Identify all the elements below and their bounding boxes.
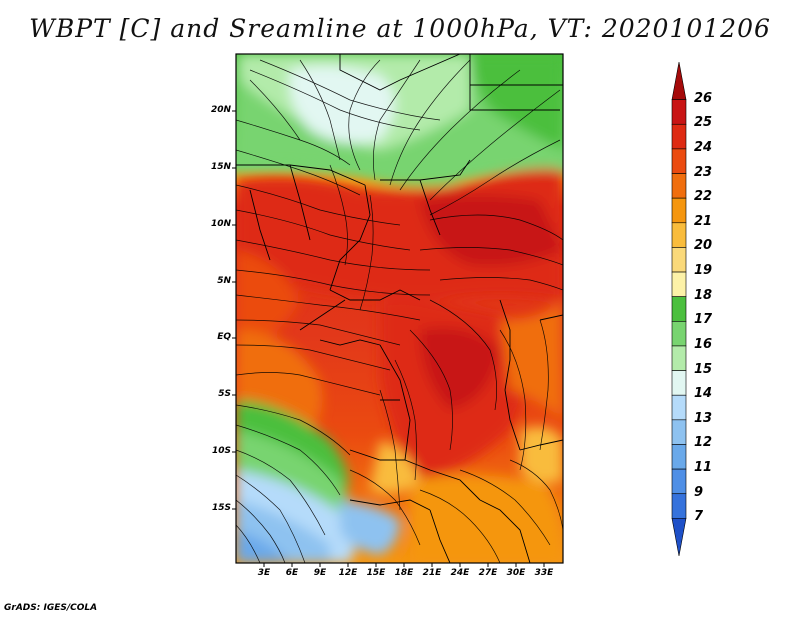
colorbar-label: 15 (694, 361, 713, 377)
colorbar-swatch (671, 493, 687, 519)
lat-label: 20N (210, 105, 231, 115)
colorbar-label: 9 (694, 484, 704, 500)
lon-label: 18E (394, 568, 414, 578)
colorbar-swatch (671, 197, 687, 224)
map-frame (235, 53, 564, 564)
lon-label: 6E (285, 568, 299, 578)
colorbar-label: 20 (694, 238, 713, 254)
lon-label: 27E (478, 568, 498, 578)
colorbar-label: 7 (694, 509, 704, 525)
colorbar-label: 19 (694, 263, 713, 279)
colorbar-swatch (671, 394, 687, 421)
lon-label: 9E (313, 568, 327, 578)
colorbar-label: 25 (694, 115, 713, 131)
lat-label: 10S (211, 446, 231, 456)
colorbar-label: 24 (694, 139, 713, 155)
lon-label: 12E (338, 568, 358, 578)
lon-label: 21E (422, 568, 442, 578)
colorbar-swatch (671, 173, 687, 199)
colorbar-label: 22 (694, 189, 713, 205)
colorbar-swatch (671, 518, 687, 557)
colorbar-swatch (671, 61, 687, 100)
colorbar-label: 16 (694, 336, 713, 352)
colorbar-swatch (671, 419, 687, 445)
colorbar-swatch (671, 370, 687, 396)
colorbar-swatch (671, 296, 687, 322)
colorbar-swatch (671, 222, 687, 248)
colorbar (671, 61, 687, 557)
lon-label: 30E (506, 568, 526, 578)
colorbar-label: 17 (694, 312, 713, 328)
colorbar-label: 23 (694, 164, 713, 180)
axis-ticks (232, 110, 545, 567)
colorbar-swatch (671, 123, 687, 150)
lat-label: 10N (210, 219, 231, 229)
colorbar-swatch (671, 247, 687, 273)
streamlines (236, 59, 563, 563)
country-borders (236, 54, 563, 563)
grads-credit: GrADS: IGES/COLA (4, 603, 98, 613)
lon-label: 15E (366, 568, 386, 578)
colorbar-label: 13 (694, 410, 713, 426)
colorbar-swatch (671, 321, 687, 347)
temperature-field (236, 54, 563, 563)
lon-label: 3E (257, 568, 271, 578)
map-title: WBPT [C] and Sreamline at 1000hPa, VT: 2… (29, 14, 771, 43)
lon-label: 33E (534, 568, 554, 578)
colorbar-label: 18 (694, 287, 713, 303)
lat-label: 15S (211, 503, 231, 513)
colorbar-label: 21 (694, 213, 713, 229)
lon-label: 24E (450, 568, 470, 578)
colorbar-swatch (671, 345, 687, 371)
colorbar-swatch (671, 148, 687, 174)
lat-label: 5N (217, 276, 231, 286)
colorbar-label: 12 (694, 435, 713, 451)
lat-label: EQ (217, 332, 231, 342)
colorbar-label: 11 (694, 460, 713, 476)
lat-label: 5S (218, 389, 231, 399)
colorbar-swatch (671, 99, 687, 125)
colorbar-label: 14 (694, 386, 713, 402)
colorbar-label: 26 (694, 90, 713, 106)
colorbar-swatch (671, 271, 687, 297)
colorbar-swatch (671, 444, 687, 470)
lat-label: 15N (210, 162, 231, 172)
colorbar-swatch (671, 468, 687, 495)
